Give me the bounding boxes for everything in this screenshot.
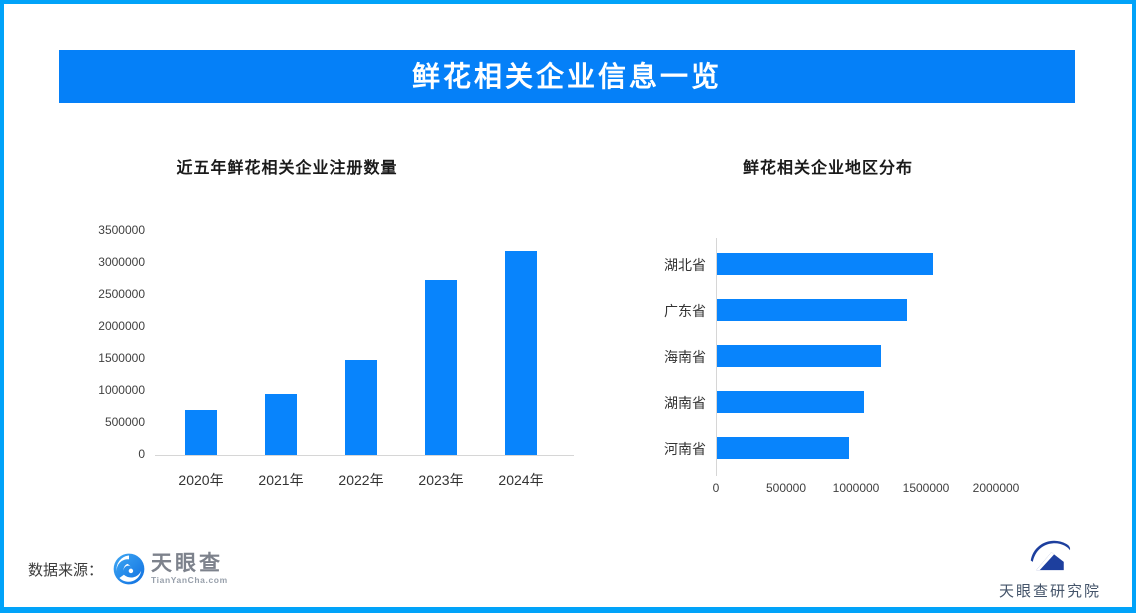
x-category-label: 2021年 [258, 472, 304, 488]
x-tick-label: 500000 [765, 481, 807, 495]
bar-2020年 [185, 410, 217, 455]
y-category-label: 河南省 [664, 441, 706, 457]
data-source-label: 数据来源： [28, 561, 104, 579]
x-category-label: 2023年 [418, 472, 464, 488]
y-tick-label: 1500000 [98, 351, 145, 365]
y-tick-label: 0 [138, 447, 145, 461]
bar-2021年 [265, 394, 297, 455]
bar-2024年 [505, 250, 537, 455]
y-category-label: 湖南省 [664, 395, 706, 411]
tianyancha-logo-icon [113, 553, 145, 585]
bar-湖北省 [717, 253, 933, 275]
x-tick-label: 2000000 [972, 481, 1020, 495]
right-chart-title: 鲜花相关企业地区分布 [742, 160, 913, 177]
bar-2022年 [345, 360, 377, 455]
x-tick-label: 1500000 [902, 481, 950, 495]
page-title: 鲜花相关企业信息一览 [59, 50, 1075, 103]
bar-湖南省 [717, 391, 864, 413]
y-tick-label: 3000000 [98, 255, 145, 269]
left-chart-title: 近五年鲜花相关企业注册数量 [176, 160, 398, 177]
x-category-label: 2024年 [498, 472, 544, 488]
y-category-label: 湖北省 [664, 257, 706, 273]
institute-logo: 天眼查研究院 [990, 534, 1110, 601]
x-tick-label: 1000000 [832, 481, 880, 495]
data-source: 数据来源： 天眼查 TianYanCha.com [28, 546, 228, 592]
bar-2023年 [425, 280, 457, 455]
y-tick-label: 2500000 [98, 287, 145, 301]
x-category-label: 2020年 [178, 472, 224, 488]
y-axis-line [716, 238, 717, 476]
tianyancha-domain: TianYanCha.com [151, 575, 228, 586]
x-tick-label: 0 [712, 481, 720, 495]
y-tick-label: 3500000 [98, 223, 145, 237]
tianyancha-logo-text: 天眼查 TianYanCha.com [151, 553, 228, 585]
y-category-label: 广东省 [664, 303, 706, 319]
y-tick-label: 2000000 [98, 319, 145, 333]
institute-name: 天眼查研究院 [998, 583, 1101, 600]
y-tick-label: 500000 [104, 415, 145, 429]
bar-广东省 [717, 299, 908, 321]
x-axis-line [155, 455, 574, 456]
bar-河南省 [717, 437, 849, 459]
y-category-label: 海南省 [664, 349, 706, 365]
tianyancha-name: 天眼查 [151, 552, 224, 576]
institute-logo-icon [1030, 540, 1071, 571]
tianyancha-logo: 天眼查 TianYanCha.com [113, 553, 228, 585]
x-category-label: 2022年 [338, 472, 384, 488]
bar-海南省 [717, 345, 881, 367]
y-tick-label: 1000000 [98, 383, 145, 397]
